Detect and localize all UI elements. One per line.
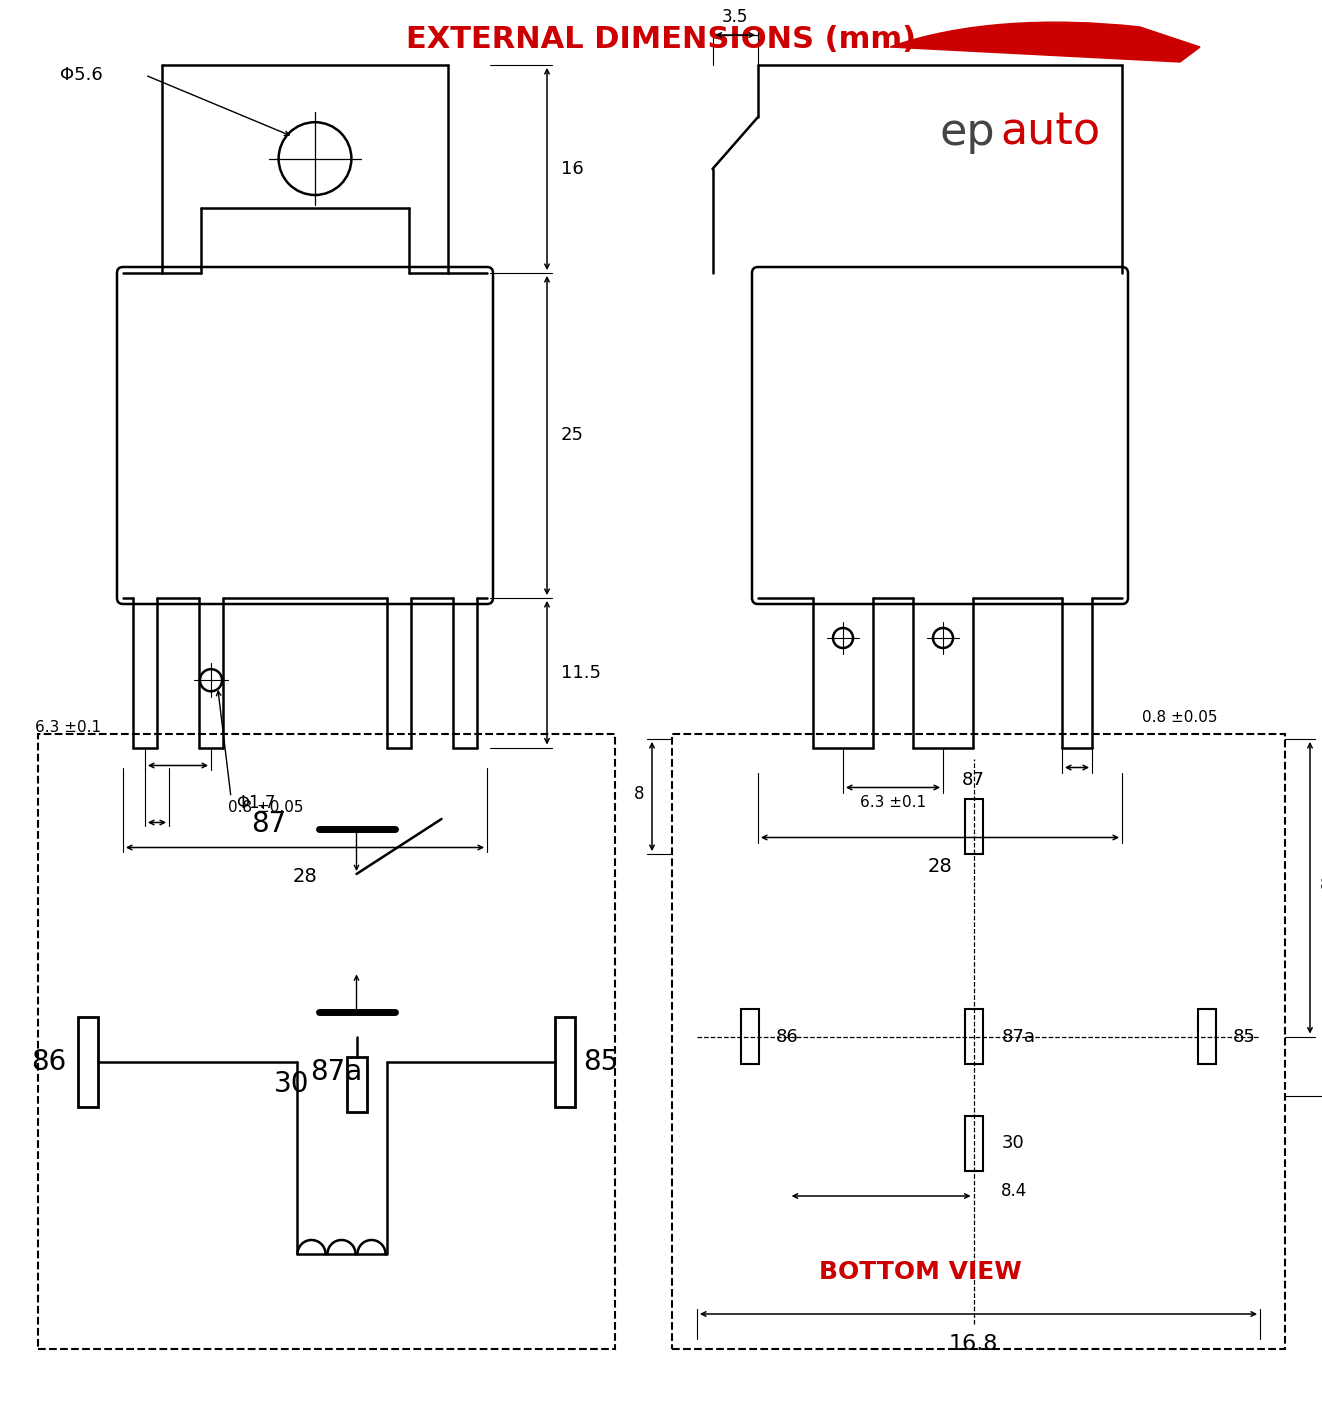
Bar [965, 1009, 982, 1064]
Text: BOTTOM VIEW: BOTTOM VIEW [818, 1260, 1022, 1284]
Text: 8.4: 8.4 [1319, 876, 1322, 894]
Text: 86: 86 [776, 1027, 798, 1046]
Text: 8: 8 [633, 785, 644, 803]
Text: 87a: 87a [1002, 1027, 1035, 1046]
Text: 28: 28 [928, 857, 952, 877]
Text: 87: 87 [251, 811, 286, 837]
Text: 25: 25 [561, 427, 584, 445]
Text: 0.8 ±0.05: 0.8 ±0.05 [1142, 710, 1218, 726]
Text: 85: 85 [1233, 1027, 1256, 1046]
Bar [38, 734, 615, 1349]
Text: 6.3 ±0.1: 6.3 ±0.1 [34, 720, 100, 735]
Bar [1198, 1009, 1216, 1064]
Text: 16.8: 16.8 [949, 1333, 998, 1355]
Bar [965, 1117, 982, 1170]
Text: Φ5.6: Φ5.6 [59, 67, 103, 84]
Text: 85: 85 [583, 1047, 619, 1076]
Text: auto: auto [999, 111, 1100, 153]
Text: 28: 28 [292, 867, 317, 887]
Text: 11.5: 11.5 [561, 663, 602, 682]
Bar [965, 799, 982, 854]
Bar [346, 1057, 366, 1111]
Bar [555, 1016, 575, 1107]
Text: 6.3 ±0.1: 6.3 ±0.1 [859, 795, 927, 811]
Bar [742, 1009, 759, 1064]
Text: 30: 30 [274, 1070, 309, 1098]
Text: 30: 30 [1002, 1135, 1025, 1152]
Text: Φ1.7: Φ1.7 [237, 794, 275, 812]
Text: 87: 87 [962, 771, 985, 789]
Bar [672, 734, 1285, 1349]
Text: 8.4: 8.4 [1001, 1182, 1027, 1200]
Text: 87a: 87a [311, 1057, 362, 1085]
PathPatch shape [890, 23, 1200, 62]
Bar [78, 1016, 98, 1107]
Text: 3.5: 3.5 [722, 9, 748, 26]
Text: 16: 16 [561, 160, 584, 179]
Text: 0.8 ±0.05: 0.8 ±0.05 [227, 801, 304, 815]
Text: 86: 86 [30, 1047, 66, 1076]
Text: ep: ep [940, 111, 995, 153]
Text: EXTERNAL DIMENSIONS (mm): EXTERNAL DIMENSIONS (mm) [406, 26, 916, 54]
